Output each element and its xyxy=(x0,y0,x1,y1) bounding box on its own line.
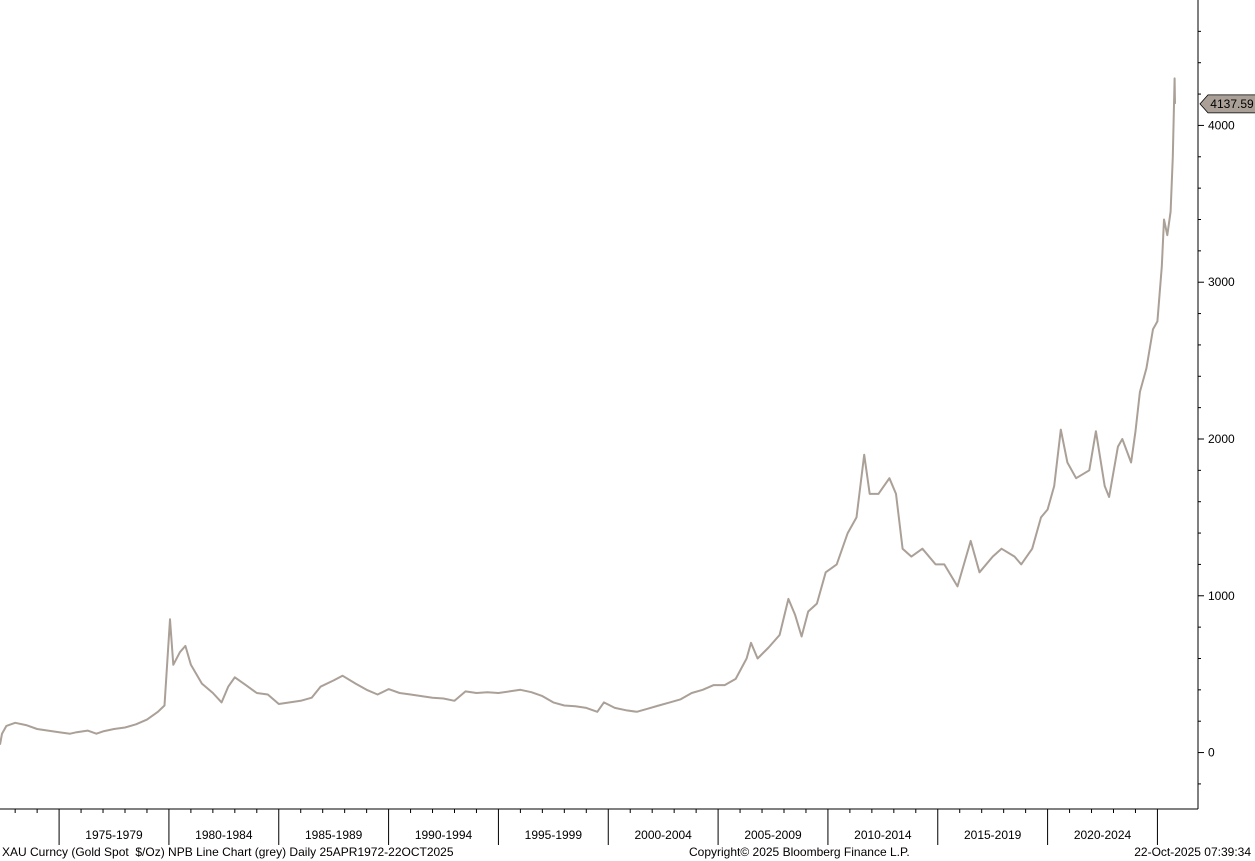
last-price-label: 4137.59 xyxy=(1210,97,1254,111)
x-period-label: 2015-2019 xyxy=(964,828,1022,842)
x-period-label: 2020-2024 xyxy=(1074,828,1132,842)
y-tick-label: 1000 xyxy=(1208,589,1235,603)
y-tick-label: 0 xyxy=(1208,746,1215,760)
x-period-label: 2010-2014 xyxy=(854,828,912,842)
x-period-label: 1995-1999 xyxy=(525,828,583,842)
copyright-footer: Copyright© 2025 Bloomberg Finance L.P. xyxy=(689,845,910,859)
y-tick-label: 4000 xyxy=(1208,118,1235,132)
x-axis: 1975-1979 1980-1984 1985-1989 1990-1994 1995… xyxy=(0,808,1198,845)
chart-description-footer: XAU Curncy (Gold Spot $/Oz) NPB Line Cha… xyxy=(2,845,454,859)
last-price-marker: 4137.59 xyxy=(1199,94,1255,114)
y-tick-label: 2000 xyxy=(1208,432,1235,446)
x-period-label: 2005-2009 xyxy=(744,828,802,842)
x-period-label: 1990-1994 xyxy=(415,828,473,842)
x-period-label: 1980-1984 xyxy=(195,828,253,842)
x-period-label: 1985-1989 xyxy=(305,828,363,842)
plot-area xyxy=(0,77,1176,745)
last-price-tag xyxy=(1199,94,1255,114)
x-period-label: 2000-2004 xyxy=(634,828,692,842)
timestamp-footer: 22-Oct-2025 07:39:34 xyxy=(1134,845,1251,859)
x-period-label: 1975-1979 xyxy=(85,828,143,842)
y-axis: 0 1000 2000 3000 4000 xyxy=(1197,0,1235,809)
y-tick-label: 3000 xyxy=(1208,275,1235,289)
gold-price-line xyxy=(0,77,1176,745)
